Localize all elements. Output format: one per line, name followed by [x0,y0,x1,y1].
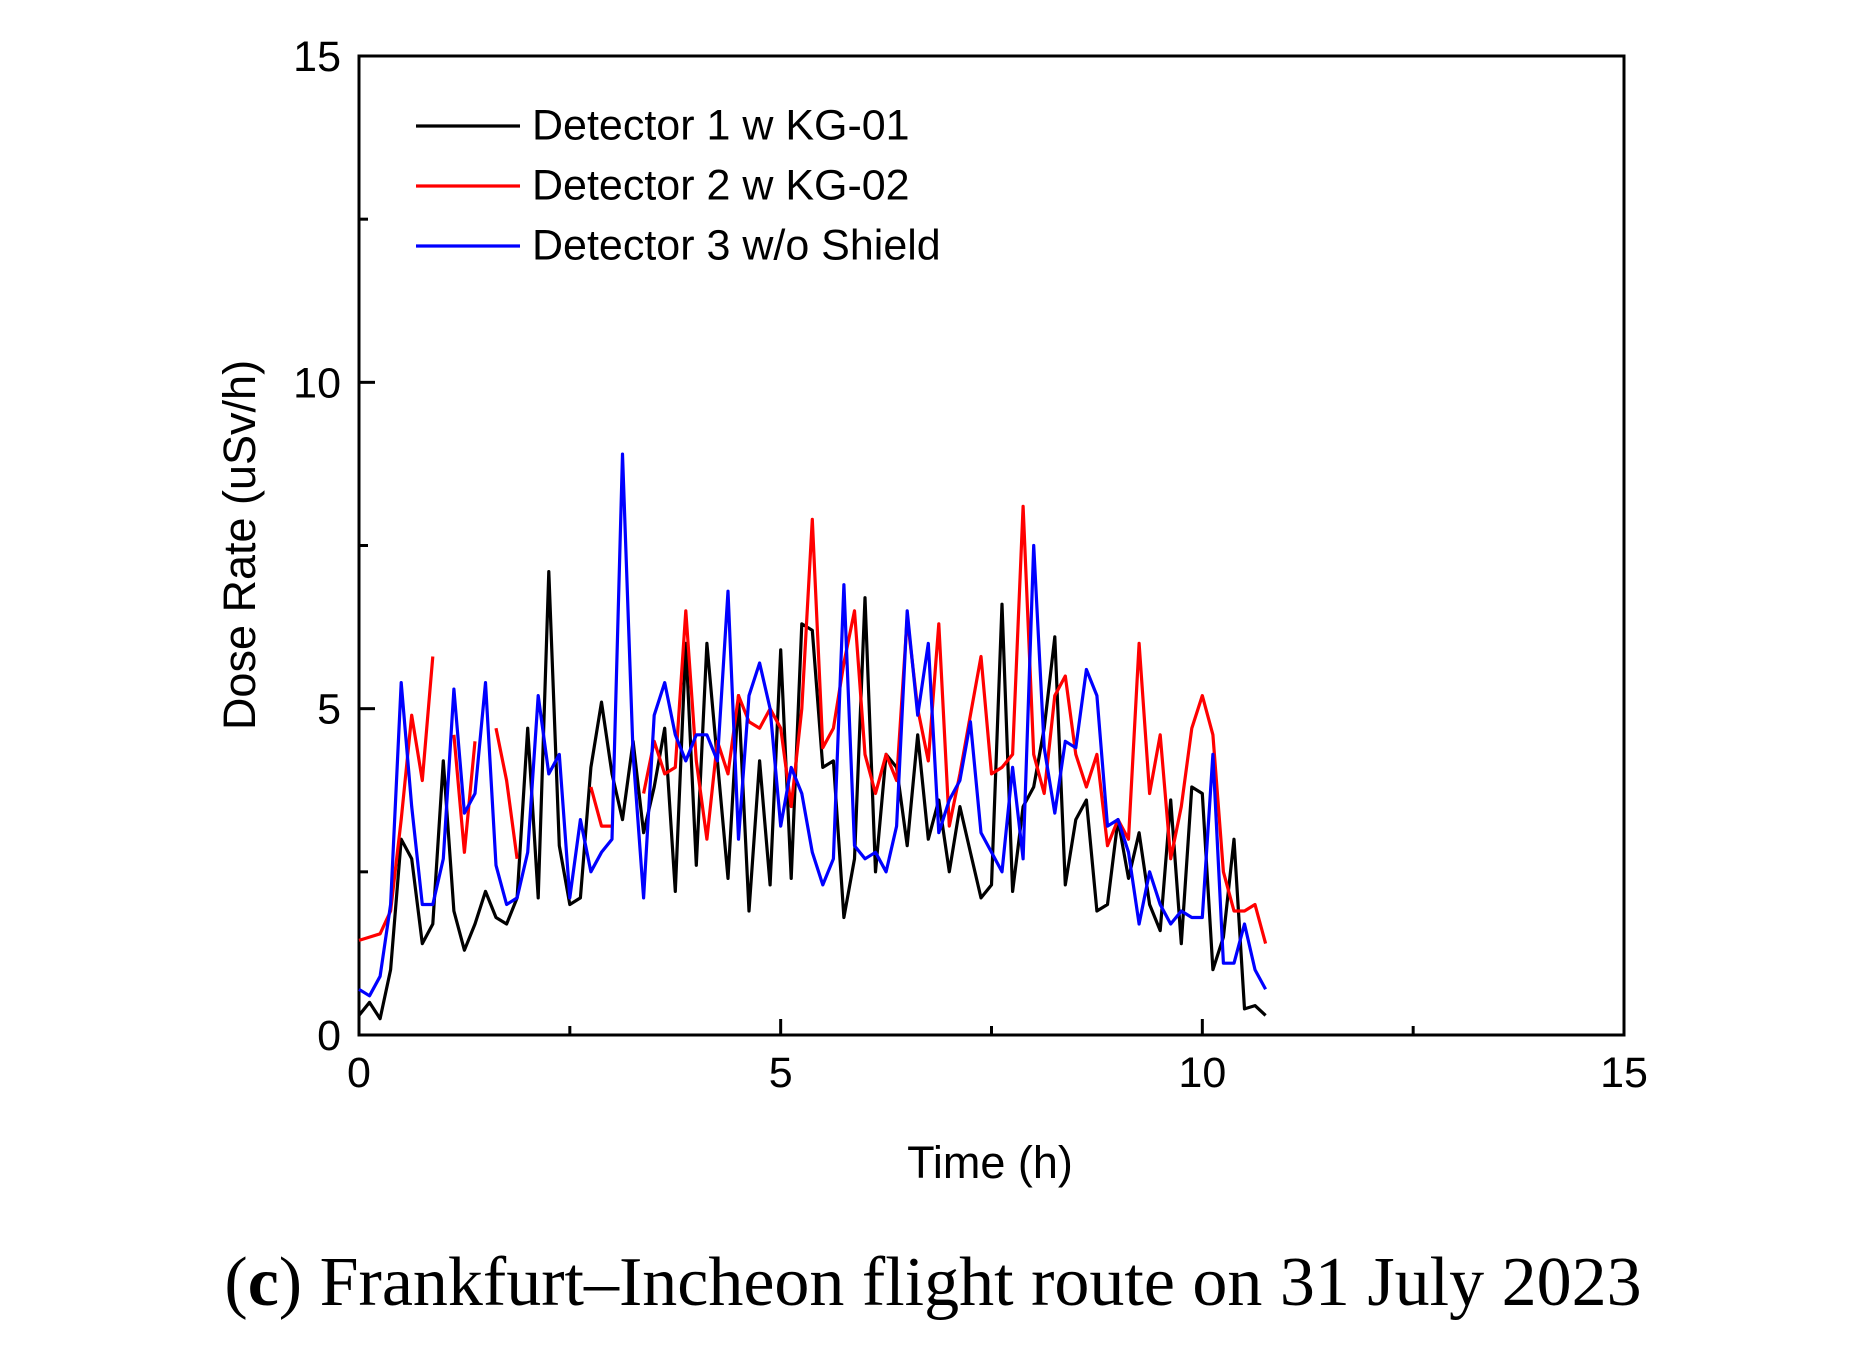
caption: (c) Frankfurt–Incheon flight route on 31… [224,1244,1641,1321]
series-line [358,452,1268,998]
series-line [358,504,1268,945]
caption-part: ( [224,1244,247,1321]
x-tick-label: 0 [347,1049,371,1097]
y-tick-label: 0 [317,1012,341,1060]
x-tick-label: 5 [769,1049,793,1097]
x-axis-label: Time (h) [907,1137,1073,1188]
legend-label: Detector 2 w KG-02 [532,161,910,209]
caption-part: ) Frankfurt–Incheon flight route on 31 J… [279,1244,1642,1321]
x-tick-label: 15 [1600,1049,1648,1097]
x-tick-label: 10 [1178,1049,1226,1097]
legend-label: Detector 1 w KG-01 [532,101,910,149]
caption-part: c [248,1244,279,1321]
y-axis-label: Dose Rate (uSv/h) [214,360,265,730]
y-tick-label: 5 [317,686,341,734]
y-tick-label: 10 [293,359,341,407]
y-tick-label: 15 [293,33,341,81]
series-line [357,570,1267,1021]
legend-label: Detector 3 w/o Shield [532,221,941,269]
